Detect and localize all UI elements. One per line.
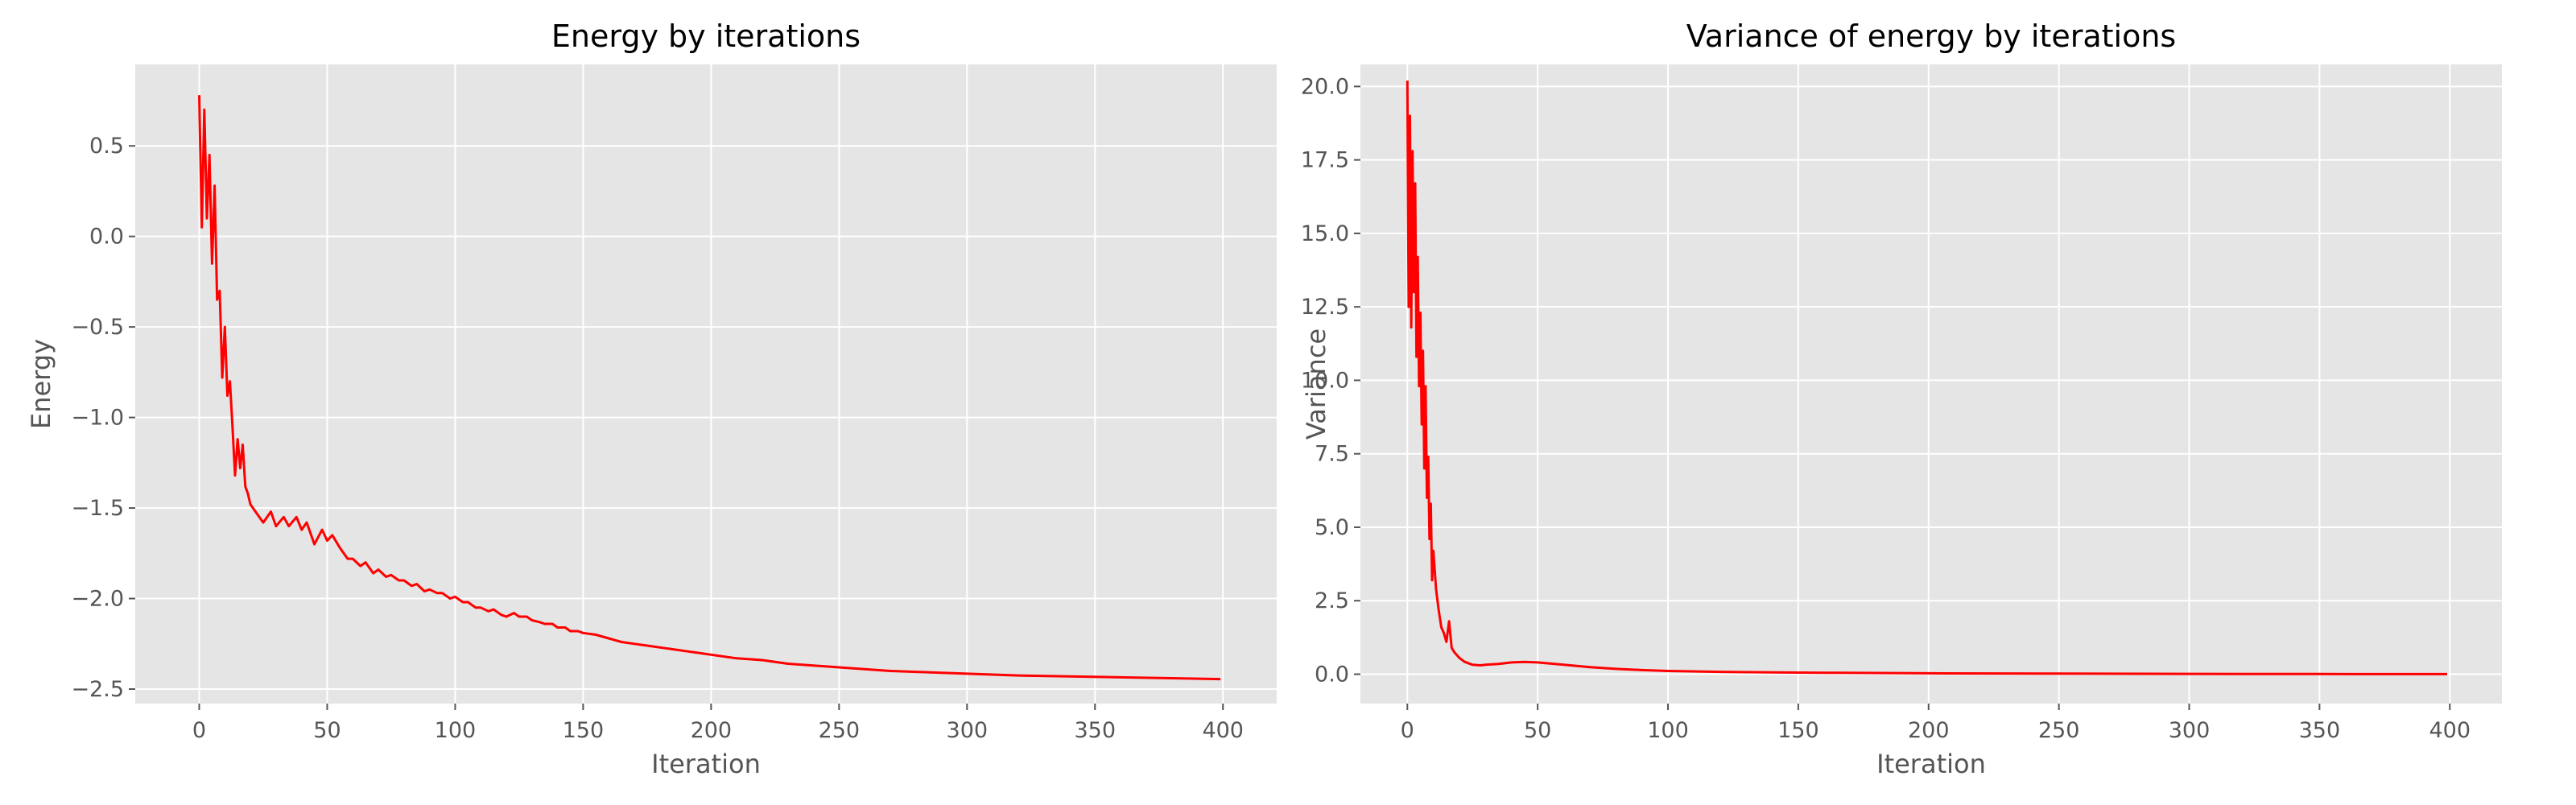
energy-y-tick-label: −1.0 xyxy=(71,406,124,431)
variance-plot-area xyxy=(1360,64,2502,704)
energy-x-tick-label: 100 xyxy=(435,718,477,743)
variance-x-tick-label: 300 xyxy=(2169,718,2211,743)
variance-x-tick-label: 250 xyxy=(2038,718,2080,743)
variance-x-tick-label: 150 xyxy=(1777,718,1819,743)
energy-x-tick-label: 350 xyxy=(1074,718,1116,743)
variance-x-tick-label: 100 xyxy=(1647,718,1689,743)
variance-series-line xyxy=(1406,80,2448,675)
energy-x-ticks: 0 50 100 150 200 250 300 350 400 xyxy=(192,704,1244,743)
energy-x-tick-label: 200 xyxy=(691,718,733,743)
energy-chart-title: Energy by iterations xyxy=(551,19,861,54)
variance-y-tick-label: 0.0 xyxy=(1315,662,1349,687)
energy-plot-area xyxy=(135,64,1277,704)
energy-chart: 0 50 100 150 200 250 300 350 400 −2.5 −2.0 −1.5 −1.… xyxy=(26,19,1277,779)
variance-y-tick-label: 20.0 xyxy=(1301,74,1349,99)
energy-y-tick-label: −2.0 xyxy=(71,587,124,612)
variance-y-tick-label: 2.5 xyxy=(1315,588,1349,613)
variance-y-tick-label: 10.0 xyxy=(1301,368,1349,393)
variance-y-tick-label: 12.5 xyxy=(1301,295,1349,320)
energy-y-tick-label: −2.5 xyxy=(71,677,124,702)
variance-y-tick-label: 7.5 xyxy=(1315,442,1349,467)
variance-x-tick-label: 0 xyxy=(1401,718,1414,743)
energy-y-tick-label: 0.5 xyxy=(89,134,124,159)
variance-x-axis-label: Iteration xyxy=(1876,749,1986,779)
energy-series-line xyxy=(198,95,1221,681)
energy-x-axis-label: Iteration xyxy=(651,749,761,779)
energy-y-axis-label: Energy xyxy=(26,339,56,429)
variance-y-axis-label: Variance xyxy=(1301,328,1331,440)
variance-y-tick-label: 5.0 xyxy=(1315,515,1349,540)
variance-y-tick-label: 17.5 xyxy=(1301,148,1349,173)
energy-y-tick-label: 0.0 xyxy=(89,225,124,250)
variance-x-tick-label: 50 xyxy=(1524,718,1551,743)
energy-x-tick-label: 0 xyxy=(192,718,206,743)
energy-x-tick-label: 150 xyxy=(563,718,605,743)
energy-y-tick-label: −1.5 xyxy=(71,496,124,521)
variance-y-tick-label: 15.0 xyxy=(1301,221,1349,246)
energy-x-tick-label: 400 xyxy=(1202,718,1244,743)
variance-x-ticks: 0 50 100 150 200 250 300 350 400 xyxy=(1401,704,2471,743)
energy-y-ticks: −2.5 −2.0 −1.5 −1.0 −0.5 0.0 0.5 xyxy=(71,134,135,702)
variance-x-tick-label: 400 xyxy=(2429,718,2471,743)
variance-chart-title: Variance of energy by iterations xyxy=(1686,19,2176,54)
variance-y-ticks: 0.0 2.5 5.0 7.5 10.0 12.5 15.0 17.5 20.0 xyxy=(1301,74,1360,687)
variance-x-tick-label: 350 xyxy=(2299,718,2341,743)
energy-x-tick-label: 250 xyxy=(819,718,861,743)
energy-grid xyxy=(135,64,1277,704)
variance-x-tick-label: 200 xyxy=(1908,718,1950,743)
energy-y-tick-label: −0.5 xyxy=(71,315,124,340)
energy-x-tick-label: 300 xyxy=(947,718,989,743)
variance-chart: 0 50 100 150 200 250 300 350 400 0.0 2.5 5.0 7.5 10.… xyxy=(1301,19,2502,779)
energy-x-tick-label: 50 xyxy=(313,718,341,743)
